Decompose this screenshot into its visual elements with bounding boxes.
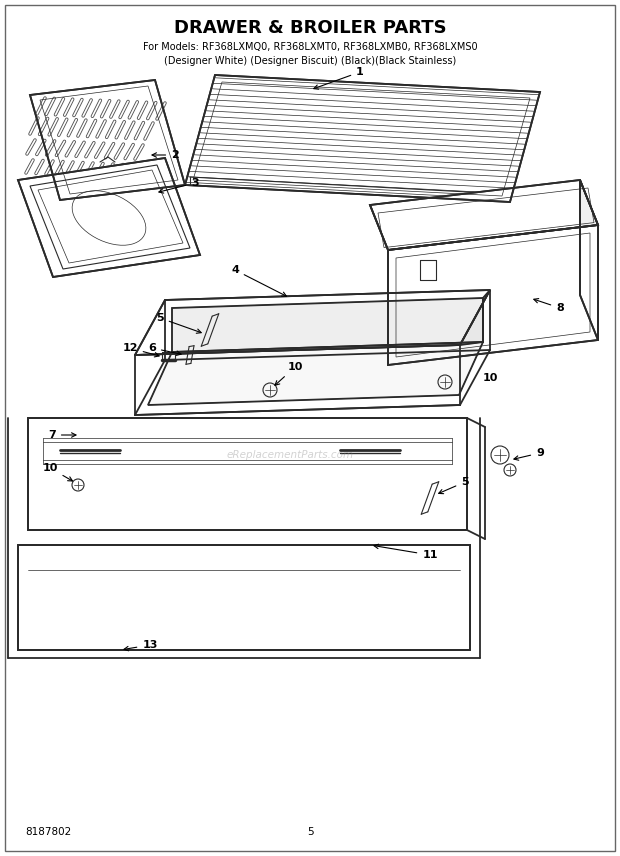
- Polygon shape: [370, 180, 598, 250]
- Polygon shape: [30, 80, 185, 200]
- Text: For Models: RF368LXMQ0, RF368LXMT0, RF368LXMB0, RF368LXMS0: For Models: RF368LXMQ0, RF368LXMT0, RF36…: [143, 42, 477, 52]
- Polygon shape: [18, 545, 470, 650]
- Polygon shape: [580, 180, 598, 340]
- Text: 5: 5: [156, 313, 202, 333]
- Text: 3: 3: [159, 178, 199, 193]
- Polygon shape: [172, 298, 483, 352]
- Text: 2: 2: [152, 150, 179, 160]
- Text: 8187802: 8187802: [25, 827, 71, 837]
- Polygon shape: [185, 75, 540, 202]
- Text: 11: 11: [374, 544, 438, 560]
- Polygon shape: [460, 290, 490, 345]
- Text: 4: 4: [231, 265, 286, 296]
- Text: DRAWER & BROILER PARTS: DRAWER & BROILER PARTS: [174, 19, 446, 37]
- Polygon shape: [148, 342, 483, 405]
- Text: 12: 12: [122, 343, 159, 357]
- Text: eReplacementParts.com: eReplacementParts.com: [226, 450, 353, 460]
- Text: (Designer White) (Designer Biscuit) (Black)(Black Stainless): (Designer White) (Designer Biscuit) (Bla…: [164, 56, 456, 66]
- Text: 13: 13: [124, 640, 157, 651]
- Polygon shape: [135, 290, 490, 355]
- Text: 5: 5: [439, 477, 469, 494]
- Text: 10: 10: [482, 373, 498, 383]
- Text: 6: 6: [148, 343, 181, 355]
- Text: 10: 10: [42, 463, 73, 481]
- Text: 7: 7: [48, 430, 76, 440]
- Polygon shape: [18, 158, 200, 277]
- Text: 10: 10: [275, 362, 303, 385]
- Text: 8: 8: [534, 299, 564, 313]
- Polygon shape: [28, 418, 467, 530]
- Text: 5: 5: [307, 827, 313, 837]
- Text: 9: 9: [514, 448, 544, 461]
- Text: 1: 1: [314, 67, 364, 89]
- Polygon shape: [388, 225, 598, 365]
